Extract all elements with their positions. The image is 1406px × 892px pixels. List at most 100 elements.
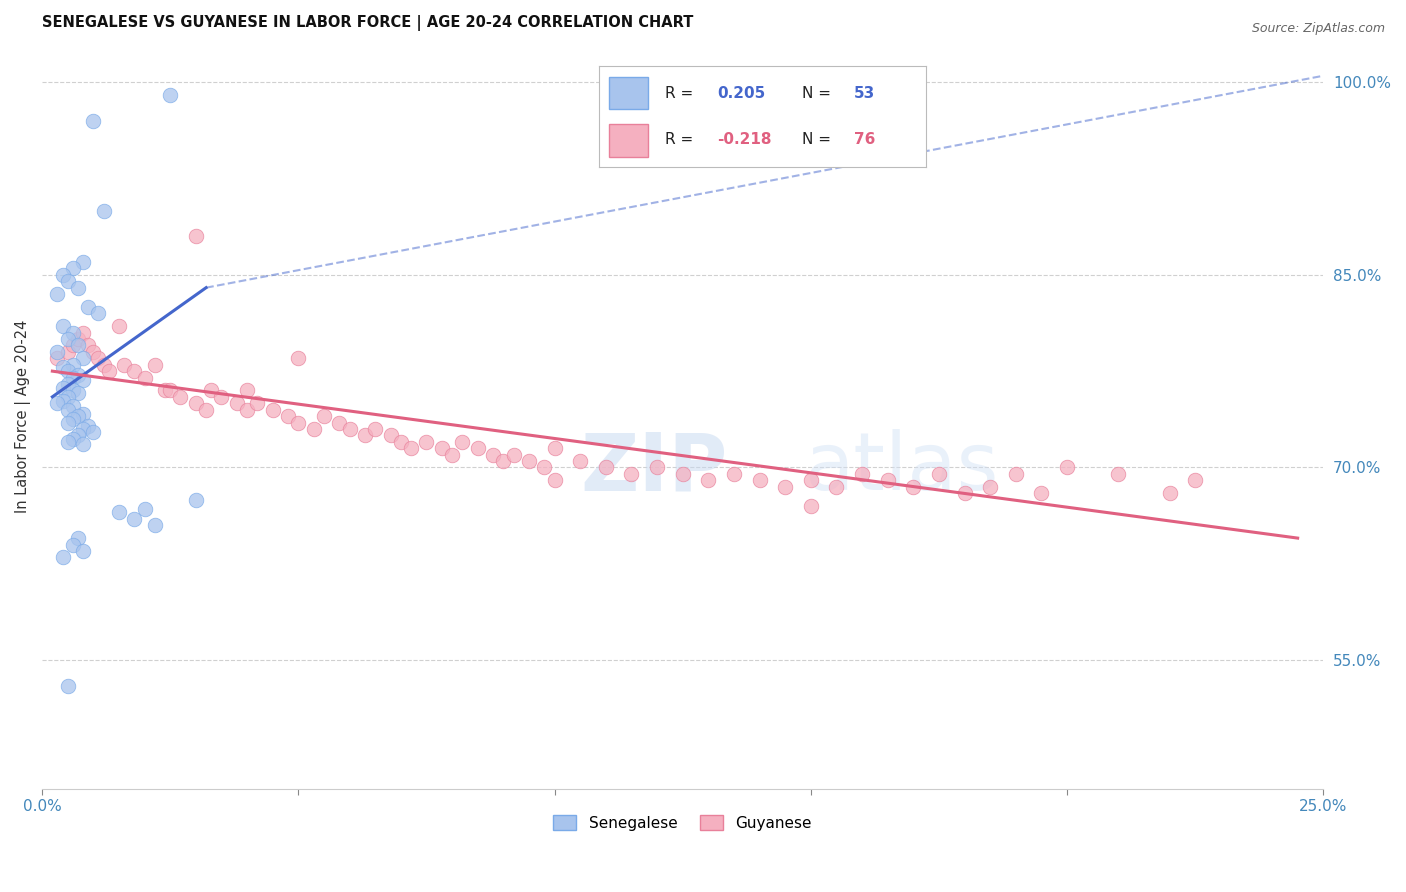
Point (134, 370, 156, 384)
Point (52, 319, 75, 334)
Point (645, 460, 668, 475)
Point (97, 364, 120, 378)
Point (82, 344, 104, 359)
Point (195, 402, 218, 417)
Point (56, 376, 79, 391)
Point (66, 531, 89, 545)
Point (56, 332, 79, 346)
Point (287, 351, 309, 366)
Point (225, 396, 247, 410)
Point (108, 319, 131, 334)
Point (302, 422, 325, 436)
Point (1056, 460, 1078, 475)
Point (52, 550, 75, 565)
Point (773, 480, 796, 494)
Point (66, 332, 89, 346)
Point (492, 454, 515, 468)
Point (52, 268, 75, 282)
Point (595, 460, 617, 475)
Point (159, 88, 181, 103)
Point (159, 384, 181, 398)
Point (87, 306, 110, 320)
Point (77, 300, 100, 314)
Point (77, 419, 100, 434)
Point (246, 396, 269, 410)
Point (56, 679, 79, 693)
Point (903, 480, 925, 494)
Point (62, 326, 84, 340)
Point (66, 428, 89, 442)
Point (800, 473, 823, 487)
Point (46, 287, 69, 301)
Point (979, 480, 1001, 494)
Point (328, 416, 350, 430)
Point (56, 402, 79, 417)
Point (467, 441, 489, 455)
Point (533, 460, 555, 475)
Point (72, 437, 94, 451)
Point (72, 373, 94, 387)
Point (124, 364, 146, 378)
Point (399, 441, 422, 455)
Point (52, 393, 75, 408)
Point (62, 411, 84, 425)
Point (543, 441, 565, 455)
Point (184, 492, 207, 507)
Point (1031, 486, 1053, 500)
Point (62, 358, 84, 372)
Point (66, 338, 89, 352)
Point (620, 467, 643, 481)
Point (93, 358, 115, 372)
Point (697, 473, 720, 487)
Text: atlas: atlas (804, 429, 998, 508)
Point (56, 390, 79, 404)
Point (66, 281, 89, 295)
Point (72, 422, 94, 436)
Point (184, 229, 207, 244)
Point (451, 434, 474, 449)
Legend: Senegalese, Guyanese: Senegalese, Guyanese (547, 808, 818, 837)
Point (72, 351, 94, 366)
Point (928, 467, 950, 481)
Point (672, 467, 695, 481)
Point (72, 407, 94, 421)
Point (236, 384, 259, 398)
Point (200, 384, 222, 398)
Point (1004, 467, 1026, 481)
Point (56, 434, 79, 449)
Point (153, 384, 176, 398)
Point (287, 416, 309, 430)
Point (82, 425, 104, 439)
Point (143, 358, 166, 372)
Point (56, 364, 79, 378)
Point (62, 384, 84, 398)
Point (441, 448, 464, 462)
Point (66, 368, 89, 382)
Point (52, 360, 75, 375)
Point (72, 544, 94, 558)
Point (380, 428, 402, 442)
Point (46, 344, 69, 359)
Point (134, 501, 156, 516)
Point (62, 338, 84, 352)
Point (339, 422, 361, 436)
Text: Source: ZipAtlas.com: Source: ZipAtlas.com (1251, 22, 1385, 36)
Point (825, 480, 848, 494)
Text: SENEGALESE VS GUYANESE IN LABOR FORCE | AGE 20-24 CORRELATION CHART: SENEGALESE VS GUYANESE IN LABOR FORCE | … (42, 15, 693, 31)
Point (953, 486, 976, 500)
Point (87, 351, 110, 366)
Point (430, 441, 453, 455)
Point (56, 416, 79, 430)
Point (277, 409, 299, 423)
Point (389, 434, 412, 449)
Point (502, 448, 524, 462)
Point (77, 338, 100, 352)
Point (62, 537, 84, 551)
Text: ZIP: ZIP (581, 429, 727, 508)
Point (56, 274, 79, 288)
Point (364, 422, 387, 436)
Point (52, 381, 75, 395)
Point (1184, 473, 1206, 487)
Point (62, 399, 84, 413)
Point (184, 396, 207, 410)
